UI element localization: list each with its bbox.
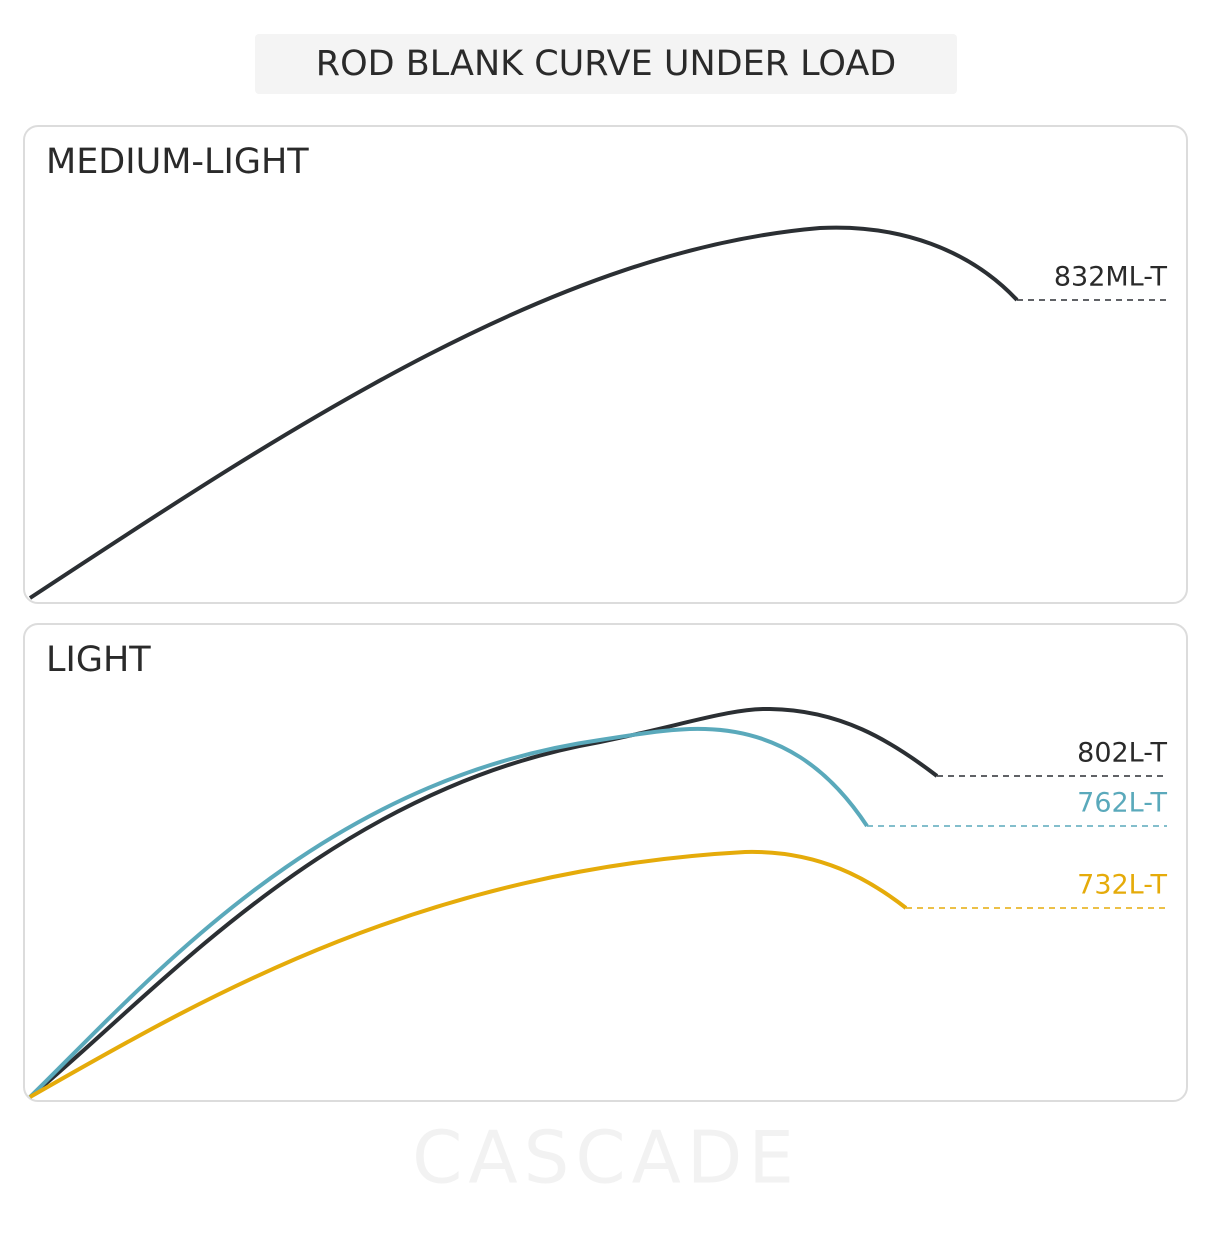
curve-label: 732L-T bbox=[1077, 870, 1167, 901]
panel-label: LIGHT bbox=[46, 640, 151, 680]
curve-label: 802L-T bbox=[1077, 738, 1167, 769]
curve bbox=[28, 726, 869, 1099]
curve bbox=[29, 849, 908, 1099]
curve bbox=[28, 225, 1019, 600]
panel-label: MEDIUM-LIGHT bbox=[46, 142, 309, 182]
panel bbox=[23, 125, 1188, 604]
title: ROD BLANK CURVE UNDER LOAD bbox=[316, 44, 897, 84]
panel bbox=[23, 623, 1188, 1102]
title-box bbox=[255, 34, 957, 94]
curve-label: 832ML-T bbox=[1054, 262, 1168, 293]
watermark: CASCADE bbox=[412, 1116, 800, 1200]
curve-label: 762L-T bbox=[1077, 788, 1167, 819]
